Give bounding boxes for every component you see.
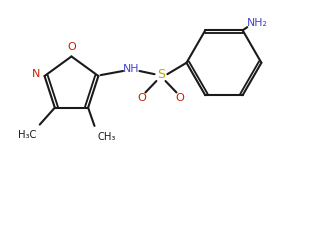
Text: O: O [176,93,185,103]
Text: NH: NH [123,64,140,74]
Text: NH₂: NH₂ [247,18,268,28]
Text: O: O [67,42,76,52]
Text: N: N [32,69,40,79]
Text: H₃C: H₃C [18,130,37,140]
Text: S: S [157,68,165,81]
Text: CH₃: CH₃ [97,132,116,142]
Text: O: O [137,93,146,103]
